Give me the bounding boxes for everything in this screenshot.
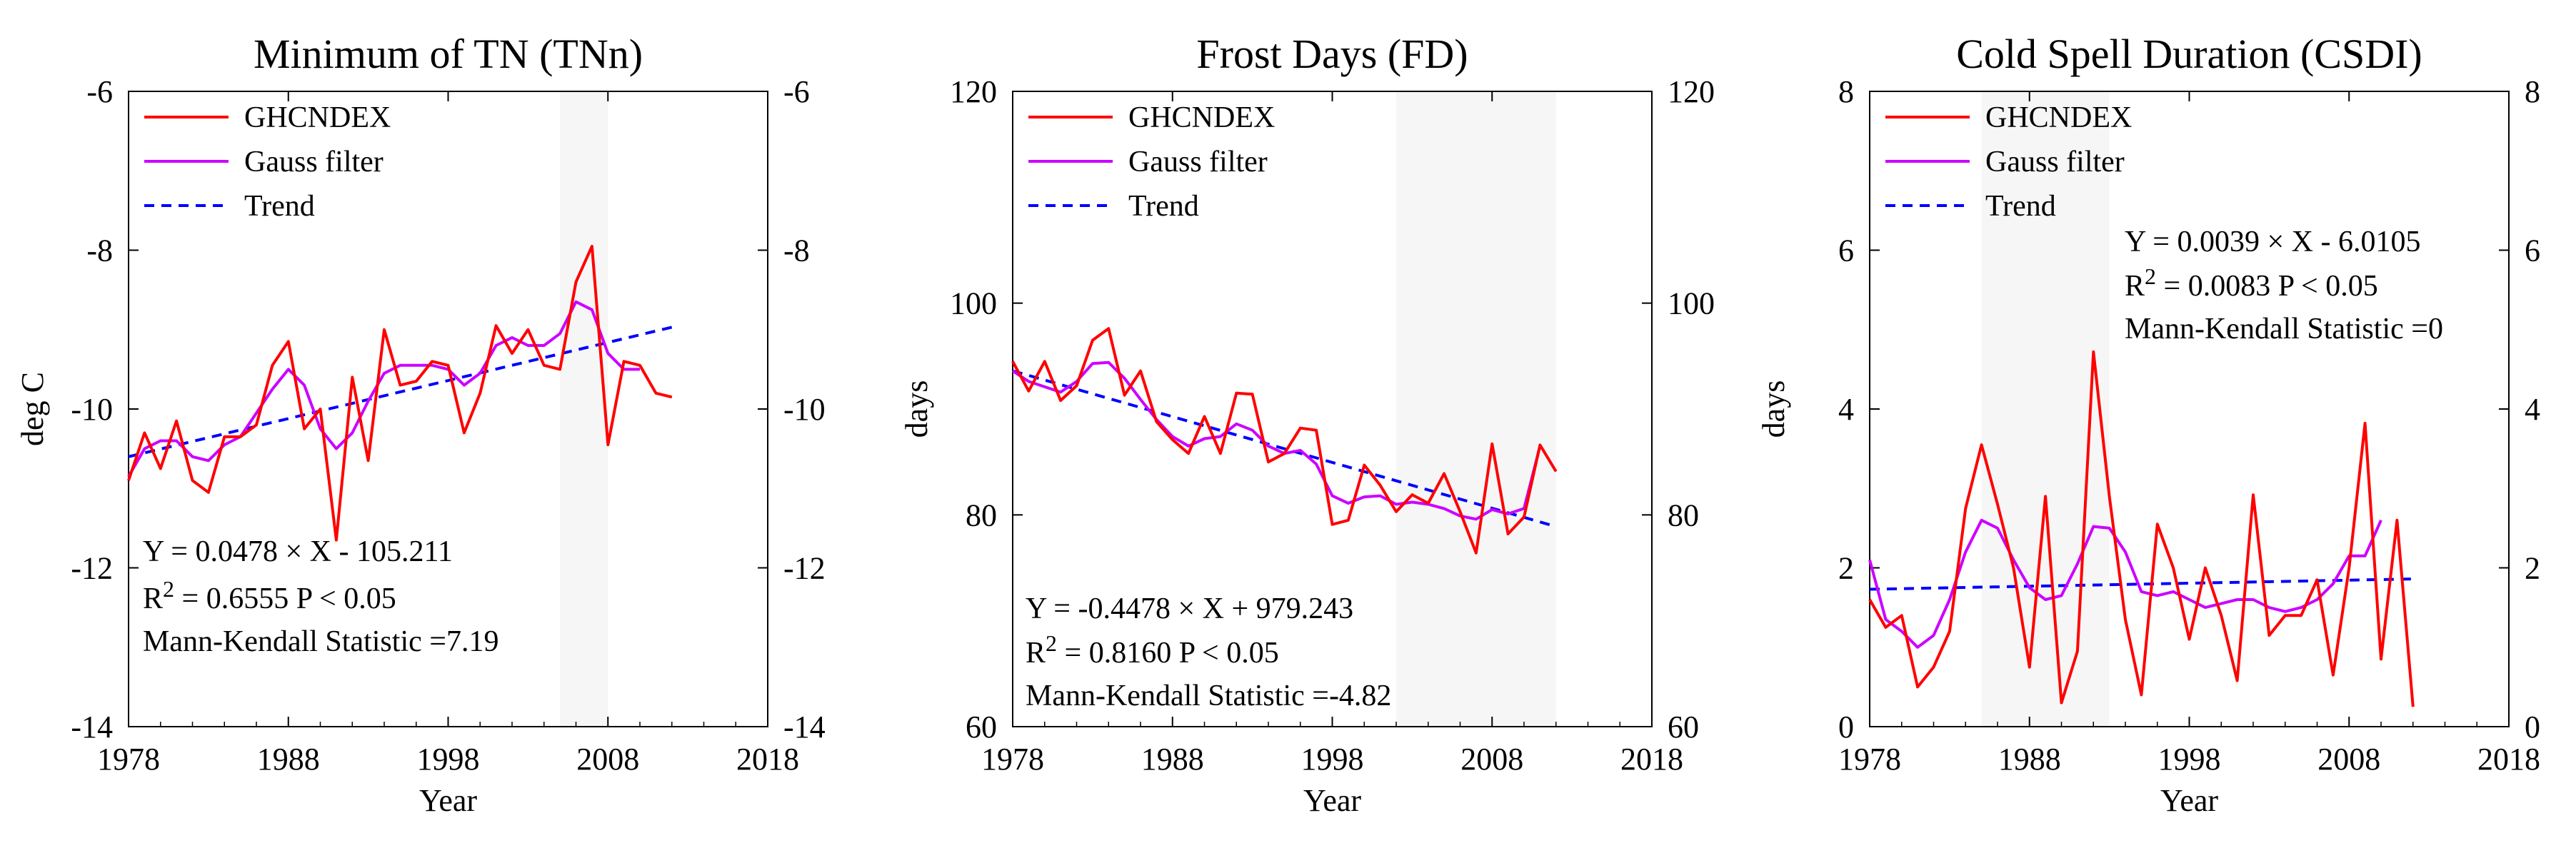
- x-axis-label: Year: [1303, 783, 1361, 818]
- y-tick-label-right: 6: [2525, 233, 2540, 268]
- x-tick-label: 1988: [1141, 742, 1204, 777]
- y-tick-label-right: 0: [2525, 710, 2540, 745]
- y-tick-label-right: 100: [1668, 286, 1715, 321]
- x-tick-label: 2008: [2317, 742, 2380, 777]
- legend-label: Trend: [244, 190, 315, 223]
- legend-label: GHCNDEX: [244, 101, 391, 134]
- y-tick-label-right: -14: [783, 710, 826, 745]
- shaded-band: [560, 92, 608, 726]
- y-tick-label: 4: [1838, 392, 1854, 427]
- chart-panel-3: Cold Spell Duration (CSDI)1978 1988 1998 20…: [1756, 31, 2540, 818]
- y-tick-label: -6: [86, 74, 113, 109]
- y-tick-label: 120: [950, 74, 997, 109]
- r-squared-text: R2 = 0.8160 P < 0.05: [1026, 630, 1279, 670]
- r-superscript: 2: [1046, 630, 1057, 656]
- r-value: = 0.0083 P < 0.05: [2156, 270, 2378, 303]
- plot-frame: [1869, 91, 2510, 727]
- x-tick-label: 2018: [2477, 742, 2540, 777]
- mann-kendall-text: Mann-Kendall Statistic =-4.82: [1026, 680, 1391, 712]
- legend-label: Gauss filter: [1128, 146, 1268, 178]
- y-tick-label: 2: [1838, 551, 1854, 586]
- y-tick-label: -14: [71, 710, 113, 745]
- legend-label: GHCNDEX: [1985, 101, 2132, 134]
- r-squared-text: R2 = 0.6555 P < 0.05: [143, 576, 396, 615]
- y-tick-label: -12: [71, 551, 113, 586]
- chart-title: Frost Days (FD): [1196, 31, 1468, 77]
- y-axis-label: days: [899, 380, 934, 438]
- r-squared-text: R2 = 0.0083 P < 0.05: [2125, 263, 2378, 303]
- y-tick-label-right: 80: [1668, 498, 1699, 533]
- y-tick-label-right: 4: [2525, 392, 2540, 427]
- trend-line: [1012, 369, 1557, 528]
- x-tick-label: 1998: [2158, 742, 2221, 777]
- mann-kendall-text: Mann-Kendall Statistic =0: [2125, 313, 2443, 345]
- gauss-filter-line: [127, 300, 640, 478]
- x-tick-label: 1998: [417, 742, 480, 777]
- x-tick-label: 2008: [1460, 742, 1523, 777]
- regression-equation: Y = 0.0039 × X - 6.0105: [2125, 226, 2420, 258]
- y-tick-label-right: -6: [783, 74, 810, 109]
- chart-panel-1: Minimum of TN (TNn)1978 1988 1998 2008 2018-…: [15, 31, 826, 818]
- r-superscript: 2: [2145, 263, 2156, 289]
- r-label: R: [143, 582, 163, 615]
- legend-label: Trend: [1985, 190, 2056, 223]
- x-axis-label: Year: [2160, 783, 2218, 818]
- regression-equation: Y = 0.0478 × X - 105.211: [143, 535, 453, 568]
- gauss-filter-line: [1011, 360, 1542, 521]
- y-tick-label-right: 2: [2525, 551, 2540, 586]
- y-axis-label: deg C: [15, 372, 50, 446]
- y-tick-label: 8: [1838, 74, 1854, 109]
- y-tick-label-right: 60: [1668, 710, 1699, 745]
- x-tick-label: 1978: [1838, 742, 1901, 777]
- y-tick-label-right: -8: [783, 233, 810, 268]
- chart-title: Minimum of TN (TNn): [254, 31, 643, 77]
- trend-line: [128, 325, 673, 458]
- ghcndex-line: [1011, 327, 1558, 555]
- legend-label: Gauss filter: [244, 146, 384, 178]
- y-tick-label-right: -10: [783, 392, 826, 427]
- shaded-band: [1981, 92, 2110, 726]
- y-tick-label-right: 8: [2525, 74, 2540, 109]
- ghcndex-line: [127, 244, 673, 542]
- legend-label: Trend: [1128, 190, 1199, 223]
- y-tick-label-right: 120: [1668, 74, 1715, 109]
- x-tick-label: 2008: [576, 742, 639, 777]
- legend-label: Gauss filter: [1985, 146, 2125, 178]
- mann-kendall-text: Mann-Kendall Statistic =7.19: [143, 625, 498, 658]
- y-tick-label: 60: [966, 710, 997, 745]
- y-tick-label: 100: [950, 286, 997, 321]
- y-tick-label: 0: [1838, 710, 1854, 745]
- x-tick-label: 1988: [1998, 742, 2061, 777]
- y-tick-label: -8: [86, 233, 113, 268]
- x-tick-label: 1978: [981, 742, 1044, 777]
- r-label: R: [1026, 637, 1046, 670]
- x-axis-label: Year: [419, 783, 477, 818]
- x-tick-label: 1998: [1301, 742, 1364, 777]
- r-value: = 0.6555 P < 0.05: [174, 582, 396, 615]
- ghcndex-line: [1868, 350, 2415, 707]
- chart-title: Cold Spell Duration (CSDI): [1956, 31, 2422, 77]
- regression-equation: Y = -0.4478 × X + 979.243: [1026, 592, 1353, 625]
- y-axis-label: days: [1756, 380, 1791, 438]
- y-tick-label-right: -12: [783, 551, 826, 586]
- y-tick-label: -10: [71, 392, 113, 427]
- x-tick-label: 2018: [1620, 742, 1683, 777]
- x-tick-label: 2018: [736, 742, 799, 777]
- x-tick-label: 1978: [97, 742, 160, 777]
- r-value: = 0.8160 P < 0.05: [1057, 637, 1279, 670]
- legend-label: GHCNDEX: [1128, 101, 1275, 134]
- r-superscript: 2: [163, 576, 174, 602]
- gauss-filter-line: [1868, 518, 2382, 649]
- r-label: R: [2125, 270, 2145, 303]
- y-tick-label: 80: [966, 498, 997, 533]
- trend-line: [1869, 577, 2413, 591]
- y-tick-label: 6: [1838, 233, 1854, 268]
- x-tick-label: 1988: [257, 742, 320, 777]
- shaded-band: [1396, 92, 1556, 726]
